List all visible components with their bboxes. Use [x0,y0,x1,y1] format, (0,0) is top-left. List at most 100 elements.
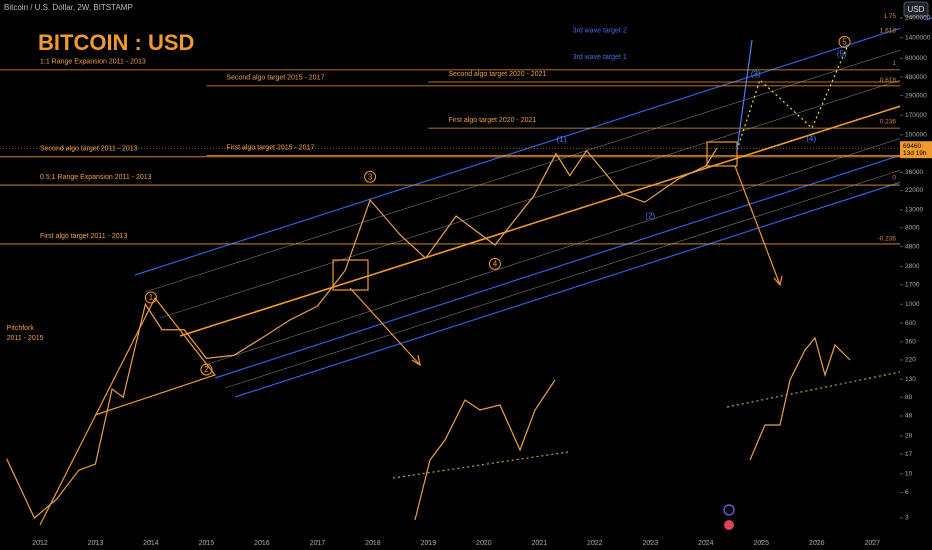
y-tick-label: 220 [905,357,916,364]
wave-label: (2) [645,212,655,221]
level-label: 0.5:1 Range Expansion 2011 - 2013 [40,174,152,181]
currency-label: USD [908,5,925,14]
level-label: Second algo target 2011 - 2013 [40,146,138,153]
wave-marker [838,35,851,48]
wave-label: 4 [493,259,498,268]
y-tick-label: 1700 [905,281,920,288]
arrow-head [411,354,421,367]
chart-title: BITCOIN : USD [38,30,194,55]
x-tick-label: 2013 [88,540,104,547]
projection [736,44,849,151]
fib-label: 0.618 [880,77,897,84]
annotation: 3rd wave target 2 [573,27,627,34]
x-tick-label: 2024 [698,540,714,547]
y-tick-label: 2400000 [905,15,931,22]
x-tick-label: 2012 [32,540,48,547]
y-tick-label: 480000 [905,74,927,81]
level-label: Second algo target 2020 - 2021 [448,71,546,78]
x-tick-label: 2017 [310,540,326,547]
arrow [349,287,421,366]
channel-line [134,17,932,276]
y-tick-label: 1000 [905,301,920,308]
wave-marker [364,170,377,183]
y-tick-label: 28 [905,433,913,440]
price-tag [900,141,932,159]
price-line [6,147,718,519]
channel-line [214,144,932,379]
y-tick-label: 22000 [905,187,923,194]
currency-button[interactable] [903,1,929,18]
x-tick-label: 2022 [587,540,603,547]
event-icon [723,504,735,516]
y-tick-label: 8000 [905,224,920,231]
y-tick-label: 800000 [905,55,927,62]
fractal-inset [749,336,851,461]
y-tick-label: 360 [905,339,916,346]
x-tick-label: 2025 [753,540,769,547]
price-axis [900,20,932,540]
wave-label: (1) [557,135,567,144]
y-tick-label: 36000 [905,169,923,176]
fib-label: 0.236 [880,119,897,126]
arrow-head [773,275,783,287]
fib-label: 0 [892,175,896,182]
inset-trend [726,371,901,408]
price-tag-label: 69460 [903,143,921,150]
annotation: 2011 - 2015 [7,335,44,342]
wave-label: 5 [842,37,847,46]
y-tick-label: 100000 [905,132,927,139]
x-tick-label: 2016 [254,540,270,547]
y-tick-label: 10 [905,470,913,477]
pitchfork [39,17,932,530]
level-label: 1:1 Range Expansion 2011 - 2013 [40,59,146,66]
annotation: 3rd wave target 1 [573,54,627,61]
wave-label: 3 [368,172,373,181]
channel-line [234,171,932,398]
fractal-box [332,259,369,291]
wave-marker [144,291,157,304]
y-tick-label: 1400000 [905,34,931,41]
x-tick-label: 2020 [476,540,492,547]
wave-label: 1 [149,293,154,302]
header: Bitcoin / U.S. Dollar, 2W, BITSTAMP [4,3,133,12]
wave-label: (3) [751,70,761,79]
x-tick-label: 2018 [365,540,381,547]
wave-marker [488,257,501,270]
wave-label: 2 [204,365,209,374]
wave-label: (5) [837,50,847,59]
fib-label: 1.75 [883,13,896,20]
level-label: First algo target 2015 - 2017 [226,144,314,151]
x-tick-label: 2014 [143,540,159,547]
x-tick-label: 2023 [643,540,659,547]
y-tick-label: 600 [905,320,916,327]
fib-label: 1.618 [880,28,897,35]
arrow [734,165,781,286]
x-tick-label: 2019 [421,540,437,547]
y-tick-label: 130 [905,376,916,383]
y-tick-label: 4800 [905,243,920,250]
y-tick-label: 2800 [905,263,920,270]
channel-line [159,69,932,319]
level-label: First algo target 2020 - 2021 [448,117,536,124]
level-label: Second algo target 2015 - 2017 [226,75,324,82]
wave-marker [200,363,213,376]
channel-line [224,159,932,389]
y-tick-label: 170000 [905,112,927,119]
fib-label: -0.236 [878,236,897,243]
channel-line [204,127,932,366]
y-tick-label: 3 [905,515,909,522]
level-label: First algo target 2011 - 2013 [40,233,128,240]
fractal-box [706,141,738,167]
fib-label: 1 [892,60,896,67]
y-tick-label: 290000 [905,92,927,99]
x-tick-label: 2015 [199,540,215,547]
price-tag-countdown: 13d 19h [903,150,927,157]
x-tick-label: 2027 [864,540,880,547]
y-tick-label: 13000 [905,207,923,214]
fractal-inset [414,379,556,521]
x-tick-label: 2021 [532,540,548,547]
event-icon [724,520,734,530]
y-tick-label: 48 [905,413,913,420]
x-tick-label: 2026 [809,540,825,547]
